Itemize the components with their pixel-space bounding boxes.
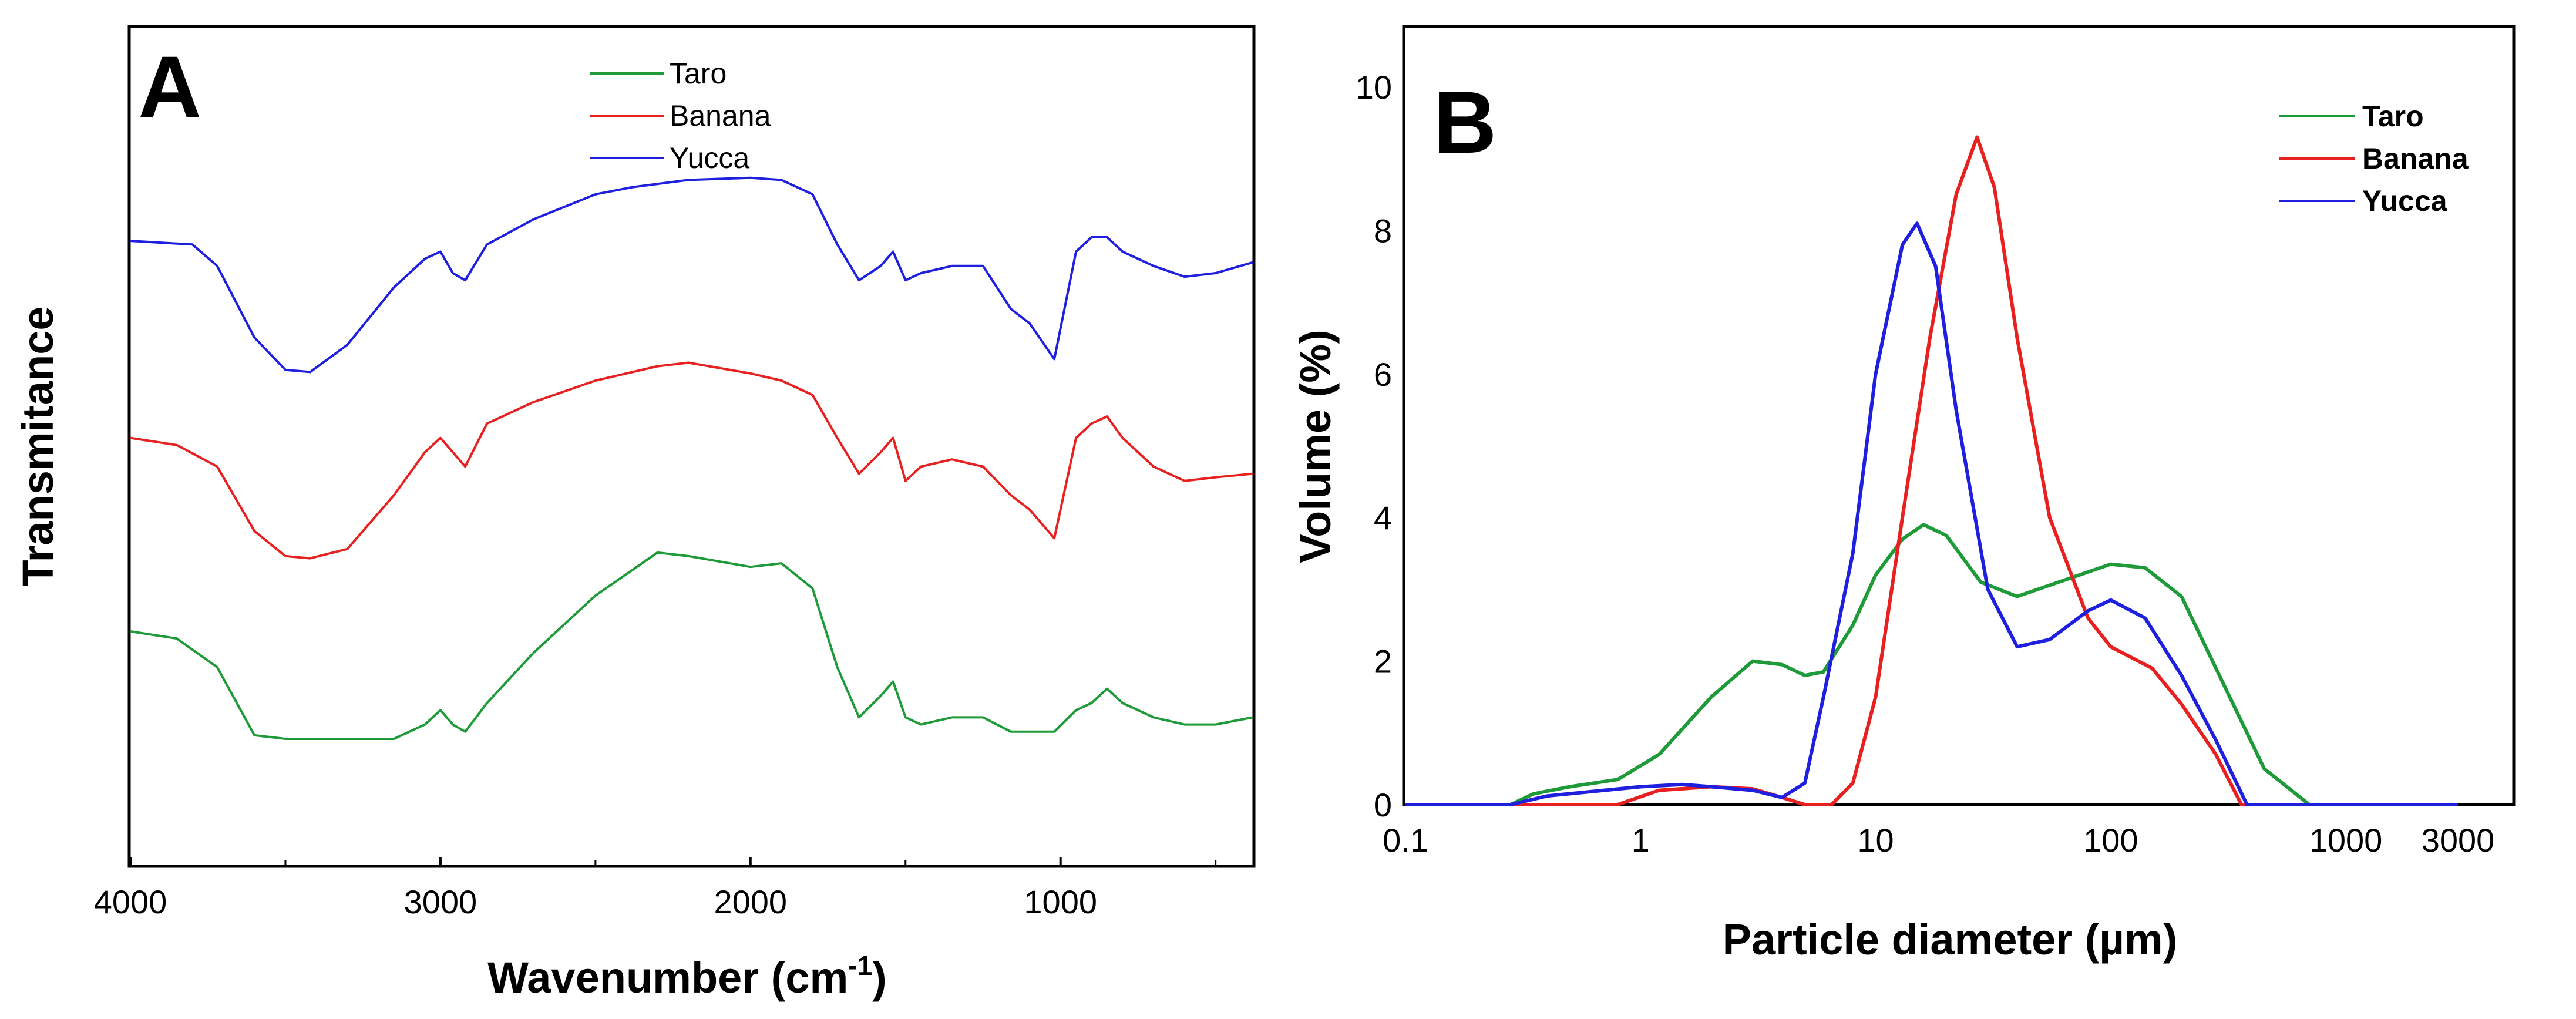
panel-b-series-taro bbox=[1405, 523, 2458, 806]
panel-b-x-tick-label-1: 1 bbox=[1632, 822, 1650, 859]
panel-b-y-tick-label-6: 6 bbox=[1374, 356, 1392, 393]
panel-a-series-taro bbox=[130, 551, 1253, 740]
panel-b-x-axis-title: Particle diameter (µm) bbox=[1723, 915, 2178, 964]
panel-a-legend-label-yucca: Yucca bbox=[670, 142, 749, 174]
panel-a-legend: Taro Banana Yucca bbox=[590, 57, 771, 174]
panel-b-series-yucca bbox=[1405, 221, 2458, 806]
panel-a-frame bbox=[127, 25, 1256, 868]
panel-b-y-tick-label-2: 2 bbox=[1374, 643, 1392, 680]
panel-a-series bbox=[130, 176, 1253, 740]
panel-a-x-tick-label-2000: 2000 bbox=[714, 883, 788, 920]
panel-b-x-tick-label-10: 10 bbox=[1857, 822, 1894, 859]
panel-b-ticks: 0.1 1 10 100 1000 3000 0 2 4 6 8 10 bbox=[1356, 69, 2495, 859]
panel-b-series-banana bbox=[1405, 135, 2458, 806]
panel-a-x-tick-label-3000: 3000 bbox=[404, 883, 477, 920]
panel-b-series bbox=[1405, 135, 2458, 806]
panel-b-legend-label-banana: Banana bbox=[2362, 142, 2469, 175]
panel-a-x-axis-title: Wavenumber (cm-1) bbox=[487, 950, 887, 1002]
panel-a-legend-label-banana: Banana bbox=[670, 99, 771, 132]
panel-a: A 4000 3000 2000 1000 Taro Banana Yucca Waven… bbox=[14, 25, 1256, 1002]
panel-a-x-tick-label-1000: 1000 bbox=[1024, 883, 1097, 920]
panel-a-y-axis-title: Transmitance bbox=[14, 306, 62, 586]
panel-a-x-tick-label-4000: 4000 bbox=[94, 883, 167, 920]
panel-a-series-yucca bbox=[130, 176, 1253, 374]
panel-b-letter: B bbox=[1433, 73, 1496, 171]
panel-b-legend-label-yucca: Yucca bbox=[2362, 184, 2448, 217]
panel-b-y-tick-label-4: 4 bbox=[1374, 499, 1392, 536]
panel-b-x-tick-label-1000: 1000 bbox=[2309, 822, 2383, 859]
panel-a-legend-label-taro: Taro bbox=[670, 57, 727, 90]
panel-b-y-tick-label-0: 0 bbox=[1374, 786, 1392, 823]
panel-b-y-tick-label-10: 10 bbox=[1356, 69, 1392, 106]
panel-a-letter: A bbox=[138, 38, 201, 136]
panel-b-y-tick-label-8: 8 bbox=[1374, 212, 1392, 249]
panel-b-x-tick-label-0-1: 0.1 bbox=[1383, 822, 1428, 859]
panel-b-frame bbox=[1402, 25, 2516, 806]
panel-b-legend-label-taro: Taro bbox=[2362, 100, 2424, 133]
panel-b-x-tick-label-100: 100 bbox=[2083, 822, 2138, 859]
panel-b-y-axis-title: Volume (%) bbox=[1291, 329, 1340, 563]
panel-b-legend: Taro Banana Yucca bbox=[2279, 100, 2469, 217]
panel-b-x-tick-label-3000: 3000 bbox=[2422, 822, 2495, 859]
panel-a-ticks: 4000 3000 2000 1000 bbox=[94, 857, 1217, 920]
panel-a-series-banana bbox=[130, 361, 1253, 560]
panel-b: B 0.1 1 10 100 1000 3000 0 2 4 6 8 10 Taro Banana Yuc… bbox=[1291, 25, 2516, 964]
